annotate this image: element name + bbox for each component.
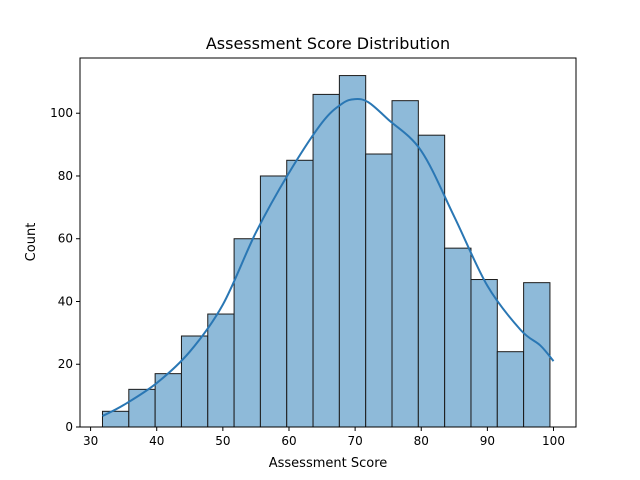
histogram-bar [523, 282, 551, 428]
histogram-bar [207, 313, 235, 428]
histogram-bar [154, 373, 182, 428]
histogram-bar [338, 75, 367, 428]
histogram-bar [233, 238, 261, 428]
x-tick-label: 60 [281, 434, 296, 448]
y-tick-label: 60 [58, 232, 73, 246]
histogram-bar [391, 100, 419, 428]
histogram-bar [496, 351, 525, 428]
histogram-bar [470, 279, 498, 428]
histogram-bar [365, 153, 393, 428]
y-axis: 0 20 40 60 80 100 [50, 106, 80, 434]
histogram-bar [312, 93, 340, 428]
x-axis: 30 40 50 60 70 80 90 100 [83, 427, 565, 448]
plot-frame [79, 57, 577, 428]
x-tick-label: 90 [480, 434, 495, 448]
x-tick-label: 80 [414, 434, 429, 448]
y-tick-label: 0 [65, 420, 73, 434]
x-tick-label: 40 [149, 434, 164, 448]
histogram-bar [286, 159, 314, 428]
histogram-bar [128, 388, 156, 428]
x-tick-label: 70 [347, 434, 362, 448]
x-tick-label: 50 [215, 434, 230, 448]
chart-title: Assessment Score Distribution [206, 34, 450, 53]
histogram-bar [444, 247, 472, 428]
histogram-bar [417, 134, 446, 428]
histogram-bar [259, 175, 288, 428]
histogram-bar [180, 335, 209, 428]
y-axis-label: Count [24, 223, 39, 262]
x-tick-label: 30 [83, 434, 98, 448]
y-tick-label: 80 [58, 169, 73, 183]
bars-group [101, 75, 551, 428]
y-tick-label: 100 [50, 106, 73, 120]
x-axis-label: Assessment Score [269, 456, 388, 471]
y-tick-label: 40 [58, 294, 73, 308]
kde-curve [102, 98, 555, 417]
x-tick-label: 100 [542, 434, 565, 448]
y-tick-label: 20 [58, 357, 73, 371]
